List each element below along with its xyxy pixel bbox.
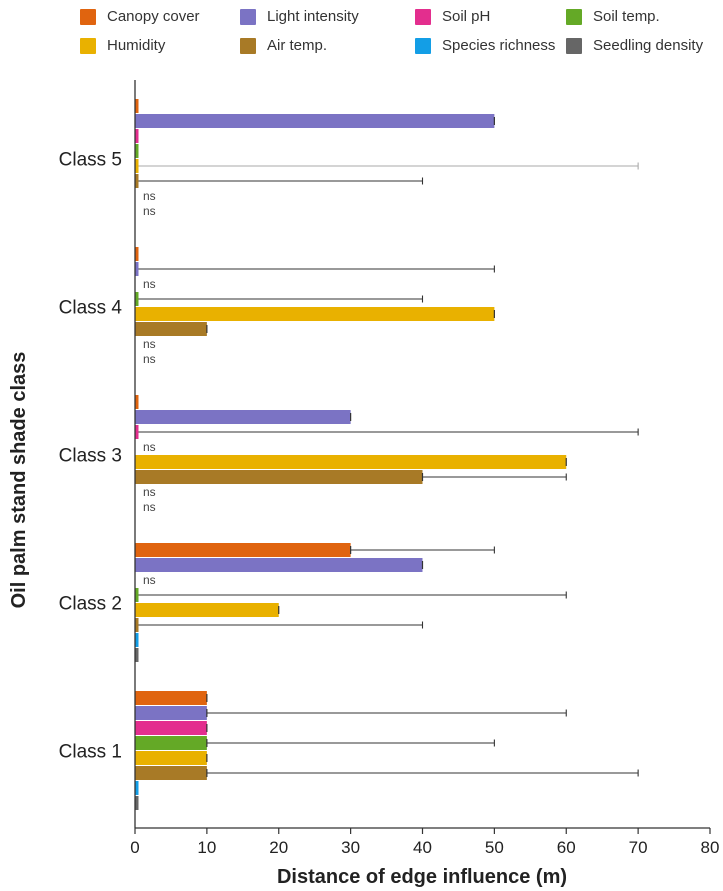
chart-legend: Canopy cover Light intensity Soil pH Soil t… <box>0 0 723 66</box>
legend-item: Soil pH <box>415 8 490 25</box>
legend-swatch <box>566 37 582 54</box>
bar <box>135 455 567 469</box>
x-tick-label: 20 <box>269 838 288 857</box>
class-label: Class 2 <box>59 594 122 615</box>
bar <box>135 129 139 143</box>
ns-label: ns <box>143 189 156 203</box>
bar <box>135 796 139 810</box>
class-label: Class 5 <box>59 150 122 171</box>
bar <box>135 706 207 720</box>
bar <box>135 648 139 662</box>
ns-label: ns <box>143 352 156 366</box>
ns-label: ns <box>143 440 156 454</box>
bar <box>135 721 207 735</box>
bar <box>135 603 279 617</box>
bar <box>135 751 207 765</box>
x-tick-label: 0 <box>130 838 139 857</box>
legend-item: Seedling density <box>566 37 703 54</box>
legend-item: Air temp. <box>240 37 327 54</box>
legend-item: Soil temp. <box>566 8 660 25</box>
legend-item: Canopy cover <box>80 8 200 25</box>
x-tick-label: 80 <box>701 838 720 857</box>
class-label: Class 1 <box>59 742 122 763</box>
bar <box>135 395 139 409</box>
legend-label: Soil pH <box>442 8 491 25</box>
x-tick-label: 60 <box>557 838 576 857</box>
legend-label: Species richness <box>442 37 556 54</box>
legend-item: Species richness <box>415 37 555 54</box>
legend-swatch <box>415 8 431 25</box>
legend-swatch <box>80 8 96 25</box>
legend-swatch <box>80 37 96 54</box>
bar <box>135 588 139 602</box>
bar <box>135 114 495 128</box>
bar <box>135 410 351 424</box>
legend-label: Seedling density <box>593 37 704 54</box>
class-label: Class 3 <box>59 446 122 467</box>
bar <box>135 543 351 557</box>
bar <box>135 99 139 113</box>
bar <box>135 633 139 647</box>
bar <box>135 558 423 572</box>
x-axis-ticks: 0 10 20 30 40 50 60 70 80 <box>130 828 719 857</box>
x-tick-label: 10 <box>197 838 216 857</box>
ns-label: ns <box>143 204 156 218</box>
legend-label: Canopy cover <box>107 8 200 25</box>
class-label: Class 4 <box>59 298 123 319</box>
legend-label: Soil temp. <box>593 8 660 25</box>
ns-label: ns <box>143 277 156 291</box>
legend-label: Air temp. <box>267 37 328 54</box>
legend-item: Humidity <box>80 37 165 54</box>
x-tick-label: 30 <box>341 838 360 857</box>
ns-label: ns <box>143 500 156 514</box>
bar <box>135 144 139 158</box>
bar <box>135 262 139 276</box>
bar <box>135 322 207 336</box>
y-axis-tick-labels: Class 5 Class 4 Class 3 Class 2 Class 1 <box>59 150 123 763</box>
bar <box>135 292 139 306</box>
bar <box>135 766 207 780</box>
bar <box>135 174 139 188</box>
legend-label: Humidity <box>107 37 166 54</box>
x-axis-title: Distance of edge influence (m) <box>277 866 567 888</box>
legend-swatch <box>240 37 256 54</box>
bar <box>135 736 207 750</box>
bar <box>135 781 139 795</box>
legend-swatch <box>566 8 582 25</box>
legend-item: Light intensity <box>240 8 359 25</box>
bar <box>135 470 423 484</box>
bar <box>135 691 207 705</box>
x-tick-label: 50 <box>485 838 504 857</box>
legend-swatch <box>415 37 431 54</box>
x-tick-label: 40 <box>413 838 432 857</box>
y-axis-title: Oil palm stand shade class <box>8 352 30 609</box>
bar <box>135 618 139 632</box>
bar <box>135 159 139 173</box>
ns-label: ns <box>143 485 156 499</box>
bar <box>135 425 139 439</box>
ns-label: ns <box>143 337 156 351</box>
ns-label: ns <box>143 573 156 587</box>
bar <box>135 247 139 261</box>
legend-label: Light intensity <box>267 8 359 25</box>
legend-swatch <box>240 8 256 25</box>
bar <box>135 307 495 321</box>
x-tick-label: 70 <box>629 838 648 857</box>
